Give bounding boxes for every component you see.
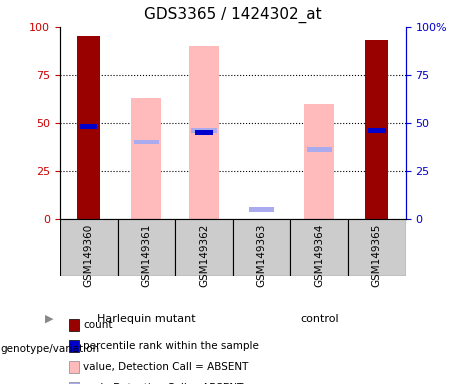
Bar <box>80 124 97 129</box>
Bar <box>60 219 118 276</box>
Text: GSM149364: GSM149364 <box>314 223 324 287</box>
Bar <box>365 40 388 219</box>
Bar <box>304 104 334 219</box>
Text: control: control <box>300 314 338 324</box>
Bar <box>233 219 290 276</box>
Bar <box>131 98 161 219</box>
Text: GSM149360: GSM149360 <box>84 223 94 287</box>
Title: GDS3365 / 1424302_at: GDS3365 / 1424302_at <box>144 7 322 23</box>
Text: GSM149362: GSM149362 <box>199 223 209 287</box>
Text: GSM149365: GSM149365 <box>372 223 382 287</box>
Text: genotype/variation: genotype/variation <box>0 344 99 354</box>
Bar <box>368 128 385 133</box>
Text: value, Detection Call = ABSENT: value, Detection Call = ABSENT <box>83 362 248 372</box>
Bar <box>191 128 217 133</box>
Bar <box>189 46 219 219</box>
Bar <box>175 219 233 276</box>
Bar <box>348 219 406 276</box>
Text: GSM149361: GSM149361 <box>142 223 151 287</box>
Text: rank, Detection Call = ABSENT: rank, Detection Call = ABSENT <box>83 383 243 384</box>
Text: Harlequin mutant: Harlequin mutant <box>97 314 195 324</box>
Text: percentile rank within the sample: percentile rank within the sample <box>83 341 259 351</box>
Bar <box>307 147 332 152</box>
Bar <box>77 36 100 219</box>
Text: GSM149363: GSM149363 <box>257 223 266 287</box>
Text: count: count <box>83 320 112 330</box>
Bar <box>118 219 175 276</box>
Bar <box>290 219 348 276</box>
Bar <box>195 130 213 135</box>
Text: ▶: ▶ <box>45 314 53 324</box>
Bar <box>134 140 159 144</box>
Bar <box>249 207 274 212</box>
